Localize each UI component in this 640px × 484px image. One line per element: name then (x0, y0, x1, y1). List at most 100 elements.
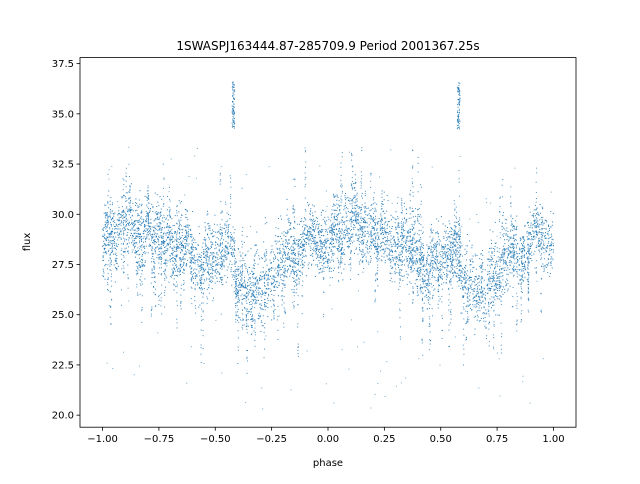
data-point (469, 303, 471, 305)
data-point (107, 288, 109, 290)
data-point (171, 241, 173, 243)
data-point (280, 244, 282, 246)
data-point (401, 252, 403, 254)
data-point (158, 219, 160, 221)
data-point (169, 215, 171, 217)
data-point (283, 307, 285, 309)
data-point (244, 298, 246, 300)
data-point (185, 253, 187, 255)
data-point (128, 222, 130, 224)
data-point (332, 239, 334, 241)
data-point (256, 291, 258, 293)
data-point (181, 232, 183, 234)
data-point (413, 251, 415, 253)
data-point (422, 266, 424, 268)
data-point (324, 247, 326, 249)
data-point (238, 284, 240, 286)
data-point (337, 224, 339, 226)
data-point (453, 274, 455, 276)
data-point (480, 271, 482, 273)
data-point (220, 179, 222, 181)
data-point (144, 260, 146, 262)
data-point (262, 315, 264, 317)
data-point (429, 293, 431, 295)
data-point (194, 295, 196, 297)
data-point (118, 219, 120, 221)
data-point (197, 265, 199, 267)
data-point (105, 244, 107, 246)
data-point (131, 237, 133, 239)
data-point (102, 235, 104, 237)
data-point (214, 248, 216, 250)
data-point (283, 234, 285, 236)
data-point (503, 248, 505, 250)
data-point (235, 311, 237, 313)
data-point (122, 209, 124, 211)
data-point (435, 269, 437, 271)
data-point (456, 234, 458, 236)
data-point (314, 242, 316, 244)
data-point (230, 206, 232, 208)
data-point (263, 274, 265, 276)
data-point (514, 253, 516, 255)
data-point (434, 267, 436, 269)
data-point (146, 220, 148, 222)
data-point (382, 238, 384, 240)
data-point (520, 256, 522, 258)
data-point (302, 248, 304, 250)
data-point (131, 227, 133, 229)
data-point (169, 246, 171, 248)
data-point (197, 244, 199, 246)
data-point (287, 218, 289, 220)
data-point (191, 277, 193, 279)
data-point (318, 250, 320, 252)
data-point (157, 254, 159, 256)
data-point (303, 232, 305, 234)
data-point (117, 223, 119, 225)
data-point (392, 245, 394, 247)
data-point (354, 212, 356, 214)
data-point (135, 250, 137, 252)
data-point (115, 232, 117, 234)
data-point (309, 234, 311, 236)
data-point (224, 224, 226, 226)
data-point (435, 248, 437, 250)
data-point (292, 270, 294, 272)
data-point (421, 287, 423, 289)
data-point (281, 256, 283, 258)
data-point (246, 349, 248, 351)
data-point (334, 209, 336, 211)
data-point (415, 270, 417, 272)
data-point (116, 267, 118, 269)
data-point (237, 308, 239, 310)
data-point (215, 264, 217, 266)
data-point (302, 295, 304, 297)
data-point (260, 320, 262, 322)
data-point (283, 272, 285, 274)
data-point (201, 288, 203, 290)
data-point (323, 262, 325, 264)
data-point (315, 242, 317, 244)
data-point (108, 236, 110, 238)
data-point (264, 274, 266, 276)
data-point (208, 287, 210, 289)
data-point (338, 240, 340, 242)
data-point (343, 234, 345, 236)
data-point (242, 309, 244, 311)
data-point (110, 307, 112, 309)
data-point (188, 252, 190, 254)
data-point (230, 177, 232, 179)
data-point (533, 220, 535, 222)
data-point (236, 289, 238, 291)
data-point (498, 287, 500, 289)
data-point (151, 308, 153, 310)
data-point (364, 194, 366, 196)
data-point (165, 233, 167, 235)
data-point (475, 315, 477, 317)
data-point (355, 214, 357, 216)
data-point (273, 305, 275, 307)
data-point (213, 235, 215, 237)
data-point (189, 224, 191, 226)
data-point (167, 236, 169, 238)
data-point (438, 220, 439, 222)
